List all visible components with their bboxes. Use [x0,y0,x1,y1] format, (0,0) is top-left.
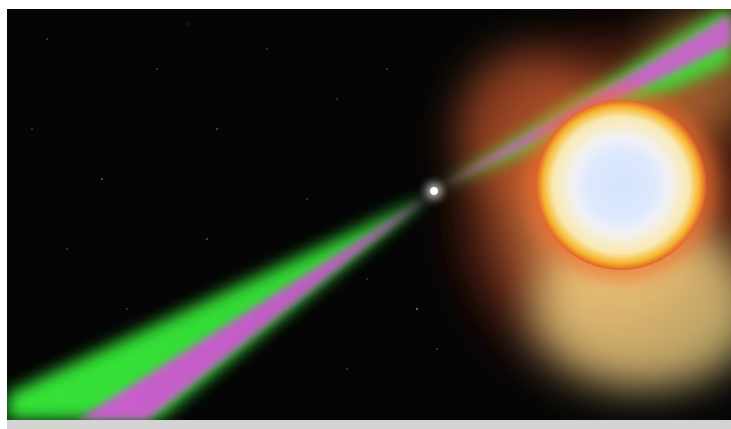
starfield [31,23,438,370]
bottom-bar [7,420,731,429]
pulsar [416,173,452,209]
scene-svg [7,9,731,420]
lower-radiation-beam [7,194,432,420]
pulsar-illustration [7,9,731,420]
companion-star [525,89,717,281]
